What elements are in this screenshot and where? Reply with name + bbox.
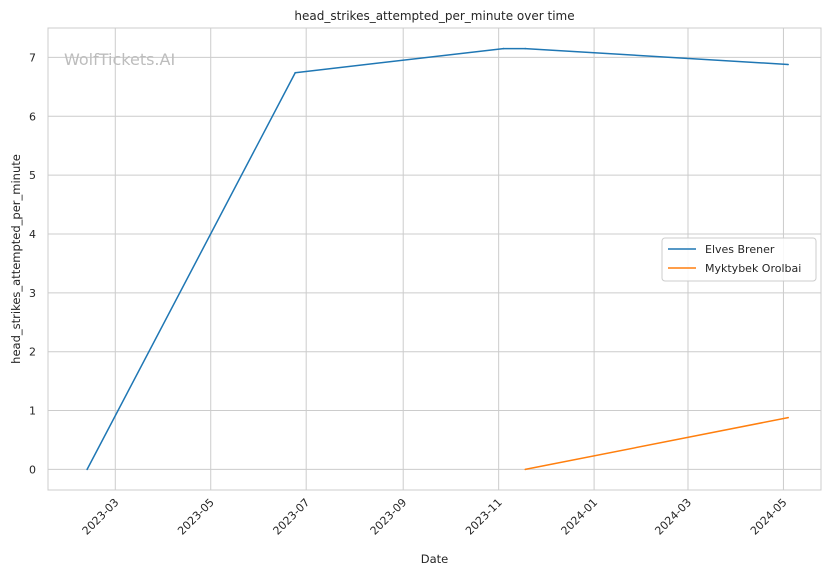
y-tick-label: 7 xyxy=(29,51,36,64)
y-tick-label: 1 xyxy=(29,405,36,418)
y-axis-title: head_strikes_attempted_per_minute xyxy=(9,154,23,364)
x-tick-label: 2023-11 xyxy=(463,496,505,538)
data-point xyxy=(524,47,527,50)
x-axis-title: Date xyxy=(421,552,449,566)
data-point xyxy=(502,47,505,50)
chart-title: head_strikes_attempted_per_minute over t… xyxy=(294,9,574,23)
legend-box xyxy=(661,237,817,282)
series-line-2 xyxy=(525,416,789,471)
y-tick-label: 6 xyxy=(29,110,36,123)
x-tick-label: 2023-03 xyxy=(80,496,122,538)
x-tick-label: 2023-05 xyxy=(175,496,217,538)
data-point xyxy=(86,468,88,471)
plot-frame xyxy=(47,27,822,491)
y-tick-label: 3 xyxy=(29,287,36,300)
x-tick-label: 2023-07 xyxy=(271,496,313,538)
series-lines xyxy=(86,47,789,471)
data-point xyxy=(294,71,297,74)
y-tick-label: 5 xyxy=(29,169,36,182)
x-tick-label: 2024-05 xyxy=(748,496,790,538)
legend-label: Elves Brener xyxy=(705,243,775,256)
y-tick-label: 2 xyxy=(29,346,36,359)
data-point xyxy=(787,63,789,66)
legend: Elves Brener Myktybek Orolbai xyxy=(661,237,817,282)
grid xyxy=(48,28,821,490)
y-tick-label: 0 xyxy=(29,463,36,476)
x-tick-label: 2023-09 xyxy=(368,496,410,538)
x-tick-label: 2024-03 xyxy=(652,496,694,538)
data-point xyxy=(787,416,789,419)
data-point xyxy=(524,468,527,471)
y-tick-label: 4 xyxy=(29,228,36,241)
tick-labels: 0 1 2 3 4 5 6 7 2023-03 2023-05 2023-07 2023-09 2023… xyxy=(29,51,790,537)
legend-label: Myktybek Orolbai xyxy=(705,262,801,275)
watermark: WolfTickets.AI xyxy=(64,50,175,69)
x-tick-label: 2024-01 xyxy=(559,496,601,538)
